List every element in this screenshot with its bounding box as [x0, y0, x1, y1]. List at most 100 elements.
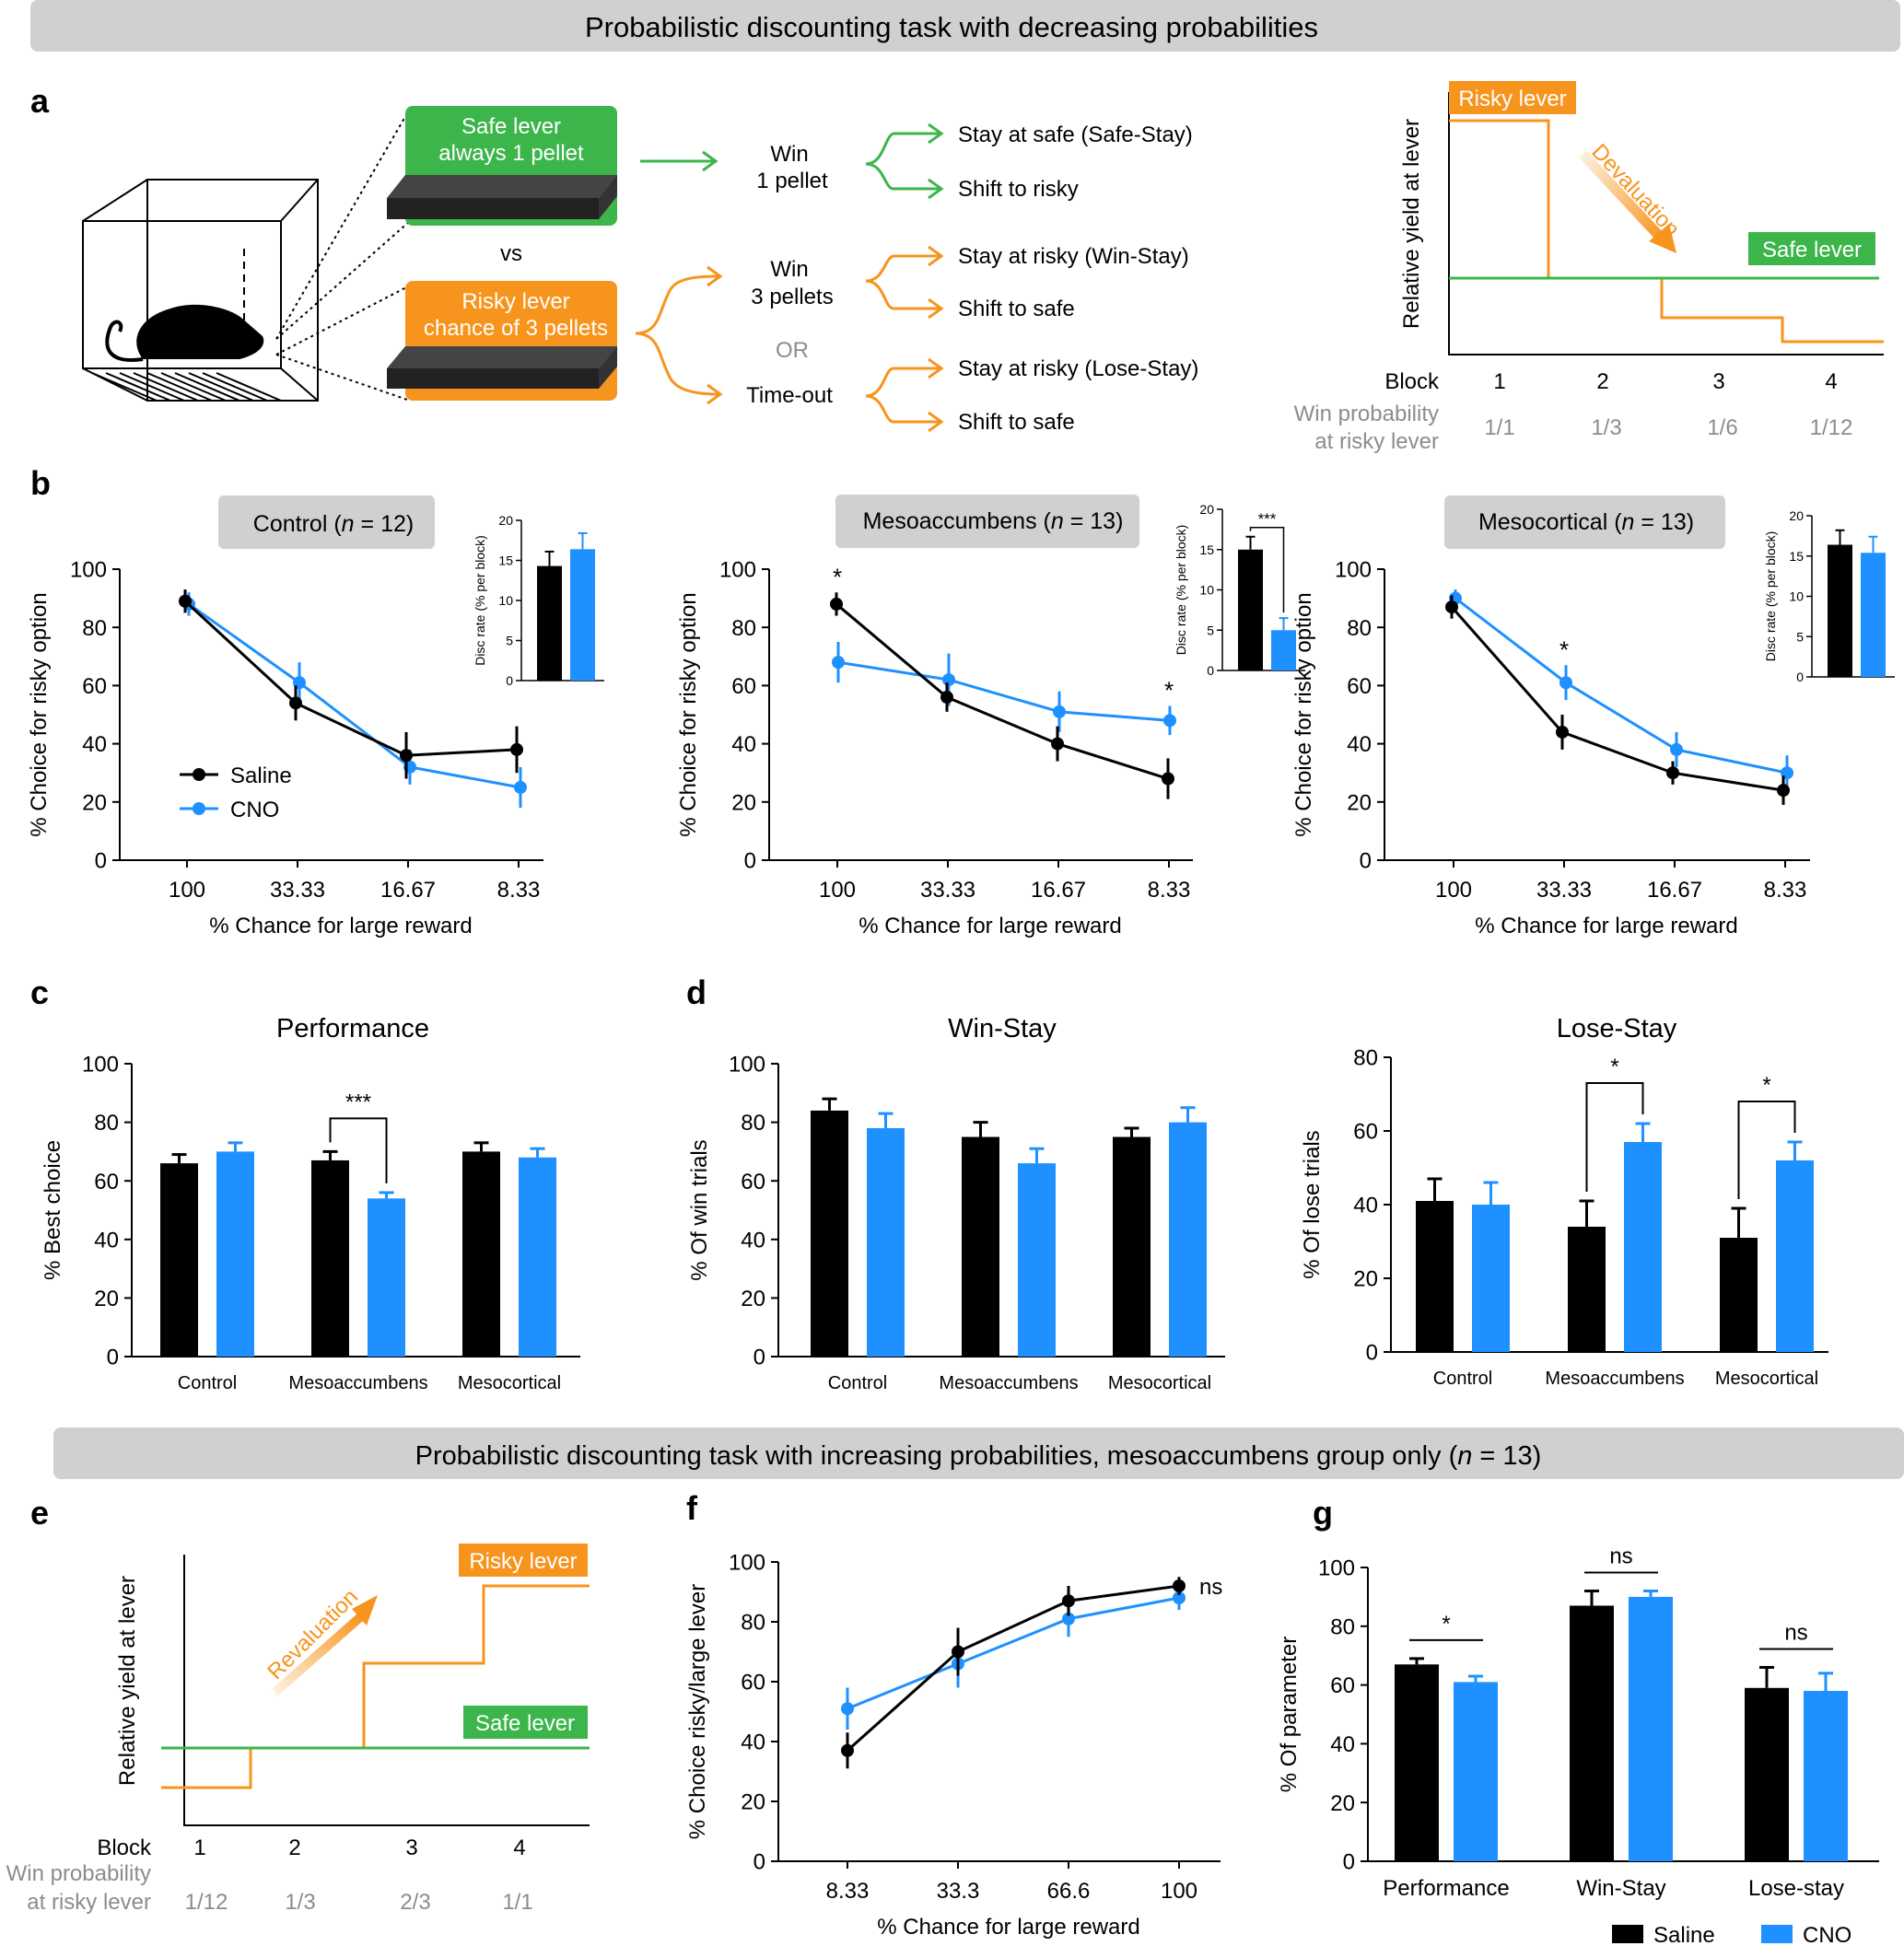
- revaluation-arrow-shaft: [272, 1614, 363, 1696]
- chart-b3-x-tick-label: 8.33: [1764, 878, 1807, 903]
- chart-d1-bar-saline: [811, 1110, 848, 1357]
- chart-d1-bar-cno: [1169, 1122, 1207, 1357]
- chart-c-category-label: Mesoaccumbens: [288, 1373, 427, 1393]
- panel-label-e: e: [30, 1494, 49, 1532]
- or-label: OR: [776, 338, 809, 363]
- chart-b1-series-line-cno: [188, 602, 521, 789]
- chart-d2-significance-bracket: [1737, 1101, 1796, 1199]
- chart-g-significance-label: ns: [1784, 1620, 1807, 1645]
- chart-b3-y-tick-label: 20: [1347, 790, 1372, 815]
- chart-b2-point-saline: [1051, 737, 1064, 751]
- chart-b2-inset-bar-cno: [1271, 630, 1296, 670]
- prob-2: 1/3: [1591, 415, 1621, 440]
- chart-b2-point-cno: [1053, 705, 1066, 718]
- chart-b3-point-cno: [1559, 676, 1572, 690]
- chart-g-y-tick-label: 80: [1330, 1614, 1355, 1639]
- b1-title-box: [218, 495, 435, 549]
- chart-b1-series-line-saline: [183, 600, 518, 757]
- chart-d1-win-stay: 0 20 40 60 80 100 % Of win trials Control Mesoac…: [687, 1053, 1225, 1393]
- chart-b2-y-tick-label: 0: [744, 849, 756, 874]
- chart-b2-x-tick-label: 33.33: [920, 878, 975, 903]
- chart-f-x-tick-label: 33.3: [937, 1879, 980, 1904]
- chart-b3-point-saline: [1556, 725, 1569, 739]
- win-prob-label-line1: Win probability: [1294, 402, 1439, 426]
- rat-tail: [105, 320, 144, 362]
- chart-b1-x-axis-title: % Chance for large reward: [209, 914, 472, 938]
- chart-d1-bar-saline: [962, 1136, 999, 1357]
- prob-4: 1/12: [1810, 415, 1853, 440]
- chart-d2-bar-cno: [1472, 1205, 1510, 1352]
- banner-top-bg: [30, 0, 1900, 52]
- chart-b2-inset-y-tick-label: 0: [1207, 663, 1214, 678]
- chart-f-increasing: 0 20 40 60 80 100 8.33 33.3 66.6 100 % Chance for …: [685, 1551, 1222, 1940]
- safe-lever-title: Safe lever: [461, 114, 561, 139]
- risky-flow-arrows: [635, 245, 944, 433]
- prob-1: 1/1: [1484, 415, 1514, 440]
- chart-b3-inset-y-tick-label: 5: [1796, 629, 1804, 644]
- chart-b2-point-cno: [832, 656, 845, 670]
- win-prob-label-e-line2: at risky lever: [27, 1890, 151, 1915]
- chart-b2-inset-significance-label: ***: [1258, 510, 1277, 528]
- revaluation-label: Revaluation: [263, 1584, 363, 1684]
- chart-f-y-tick-label: 80: [741, 1611, 765, 1636]
- chart-b2-series-line-cno: [837, 660, 1171, 722]
- chart-b3-x-tick-label: 100: [1435, 878, 1472, 903]
- chart-g-bar-cno: [1454, 1682, 1498, 1861]
- panel-label-a: a: [30, 82, 50, 120]
- chart-b2-x-tick-label: 8.33: [1148, 878, 1191, 903]
- chart-c-significance-bracket: [329, 1117, 388, 1183]
- chart-d2-bar-cno: [1776, 1160, 1814, 1352]
- chart-b3-y-tick-label: 100: [1335, 558, 1372, 583]
- chart-d2-bar-saline: [1568, 1227, 1606, 1352]
- chart-g-category-label: Lose-stay: [1748, 1876, 1844, 1901]
- chart-b2-x-tick-label: 16.67: [1031, 878, 1086, 903]
- chart-c-bar-cno: [368, 1198, 405, 1357]
- chart-d2-y-tick-label: 20: [1353, 1267, 1378, 1292]
- chart-b2-inset-y-tick-label: 20: [1199, 502, 1214, 517]
- d1-title: Win-Stay: [948, 1014, 1057, 1043]
- chart-d2-bar-saline: [1416, 1201, 1454, 1352]
- chart-b1-point-cno: [514, 781, 527, 794]
- chart-b3-y-axis-title: % Choice for risky option: [1291, 592, 1316, 836]
- win-prob-label-line2: at risky lever: [1314, 429, 1439, 454]
- chart-b2-inset-y-tick-label: 10: [1199, 583, 1214, 598]
- devaluation-arrow-shaft: [1579, 150, 1664, 240]
- risky-yield-line: [1449, 119, 1884, 344]
- chart-b1-y-tick-label: 40: [82, 732, 107, 757]
- panel-label-f: f: [686, 1489, 698, 1527]
- chart-g-bar-saline: [1570, 1605, 1614, 1861]
- chart-b3-inset-y-tick-label: 10: [1789, 589, 1804, 604]
- chart-g-bar-cno: [1629, 1596, 1673, 1861]
- devaluation-arrow-head: [1649, 224, 1676, 253]
- chart-d1-y-tick-label: 100: [729, 1053, 765, 1078]
- win-3-pellets-line2: 3 pellets: [751, 285, 833, 309]
- risky-lever-tag: [1449, 81, 1576, 114]
- chart-f-y-tick-label: 100: [729, 1551, 765, 1576]
- box-front-face: [82, 220, 282, 369]
- chart-d1-y-tick-label: 0: [753, 1346, 765, 1370]
- b2-title: Mesoaccumbens (n = 13): [863, 508, 1124, 534]
- chart-g-bar-saline: [1745, 1687, 1789, 1861]
- safe-lever-front: [387, 198, 599, 219]
- prob-e-3: 2/3: [400, 1890, 430, 1915]
- win-prob-label-e-line1: Win probability: [6, 1861, 151, 1886]
- chart-d2-significance-bracket: [1585, 1082, 1644, 1192]
- chart-d2-y-axis-title: % Of lose trials: [1300, 1130, 1325, 1278]
- floor-grid: [91, 372, 282, 402]
- chart-b2-y-tick-label: 20: [731, 790, 756, 815]
- chart-b3-inset-y-tick-label: 0: [1796, 670, 1804, 684]
- chart-c-y-tick-label: 0: [107, 1346, 119, 1370]
- chart-b1-point-saline: [289, 696, 302, 710]
- outcome-shift-risky: Shift to risky: [958, 177, 1079, 202]
- chart-b2-x-tick-label: 100: [819, 878, 856, 903]
- chart-g-parameters: 0 20 40 60 80 100 % Of parameter Performance * Wi…: [1277, 1544, 1879, 1946]
- chart-b1-point-saline: [400, 749, 413, 763]
- chart-c-y-tick-label: 40: [94, 1228, 119, 1253]
- safe-lever-subtitle: always 1 pellet: [438, 141, 584, 166]
- chart-b3-point-saline: [1445, 600, 1458, 614]
- outcome-safe-stay: Stay at safe (Safe-Stay): [958, 122, 1193, 147]
- yield-schematic-a: Risky lever Safe lever Devaluation Relat…: [1294, 81, 1884, 454]
